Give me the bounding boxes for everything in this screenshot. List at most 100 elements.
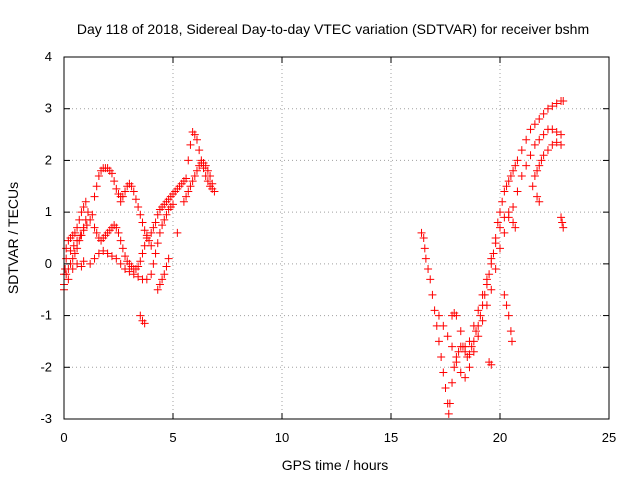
- data-point: [535, 161, 544, 170]
- data-point: [513, 187, 522, 196]
- data-point: [188, 177, 197, 186]
- data-point: [548, 125, 557, 134]
- data-point: [129, 187, 138, 196]
- data-point: [417, 228, 426, 237]
- data-point: [99, 246, 108, 255]
- data-point: [147, 228, 156, 237]
- data-point: [153, 210, 162, 219]
- data-point: [145, 236, 154, 245]
- data-point: [190, 171, 199, 180]
- data-point: [195, 146, 204, 155]
- data-point: [90, 223, 99, 232]
- data-point: [107, 252, 116, 261]
- data-point: [142, 231, 151, 240]
- x-tick-label: 5: [169, 430, 176, 445]
- data-point: [478, 316, 487, 325]
- data-point: [424, 265, 433, 274]
- data-point: [186, 140, 195, 149]
- plot-frame: [63, 56, 610, 420]
- data-point: [535, 115, 544, 124]
- data-point: [162, 262, 171, 271]
- data-point: [456, 368, 465, 377]
- data-point: [114, 228, 123, 237]
- data-point: [428, 290, 437, 299]
- data-point: [509, 218, 518, 227]
- data-point: [552, 138, 561, 147]
- data-point: [539, 109, 548, 118]
- data-point: [476, 311, 485, 320]
- data-point: [158, 275, 167, 284]
- data-point: [513, 156, 522, 165]
- data-point: [94, 171, 103, 180]
- data-point: [125, 267, 134, 276]
- data-point: [491, 265, 500, 274]
- data-point: [448, 378, 457, 387]
- data-point: [110, 177, 119, 186]
- y-tick-label: -1: [40, 308, 52, 323]
- chart-title: Day 118 of 2018, Sidereal Day-to-day VTE…: [77, 21, 589, 37]
- data-point: [64, 275, 73, 284]
- data-point: [559, 96, 568, 105]
- data-point: [434, 337, 443, 346]
- data-point: [131, 195, 140, 204]
- data-point: [537, 156, 546, 165]
- data-point: [487, 360, 496, 369]
- data-point: [543, 146, 552, 155]
- x-tick-label: 25: [602, 430, 616, 445]
- data-point: [121, 265, 130, 274]
- data-point: [535, 135, 544, 144]
- data-point: [502, 182, 511, 191]
- data-point: [557, 140, 566, 149]
- data-point: [478, 290, 487, 299]
- data-point: [118, 192, 127, 201]
- data-point: [487, 254, 496, 263]
- data-point: [182, 192, 191, 201]
- data-point: [70, 228, 79, 237]
- data-point: [121, 252, 130, 261]
- data-point: [452, 358, 461, 367]
- data-point: [559, 223, 568, 232]
- data-point: [203, 177, 212, 186]
- data-point: [511, 223, 520, 232]
- data-point: [465, 337, 474, 346]
- data-point: [452, 311, 461, 320]
- x-tick-label: 10: [275, 430, 289, 445]
- data-point: [552, 127, 561, 136]
- data-point: [160, 215, 169, 224]
- data-point: [94, 249, 103, 258]
- data-point: [444, 409, 453, 418]
- data-point: [533, 166, 542, 175]
- data-point: [66, 246, 75, 255]
- data-point: [500, 213, 509, 222]
- data-point: [456, 327, 465, 336]
- x-axis-label: GPS time / hours: [282, 457, 389, 473]
- x-tick-label: 20: [493, 430, 507, 445]
- data-point: [485, 270, 494, 279]
- y-tick-label: 4: [45, 49, 52, 64]
- data-point: [526, 151, 535, 160]
- data-point: [79, 257, 88, 266]
- data-point: [530, 140, 539, 149]
- data-point: [420, 244, 429, 253]
- data-point: [153, 285, 162, 294]
- data-point: [548, 140, 557, 149]
- data-point: [487, 285, 496, 294]
- data-point: [153, 239, 162, 248]
- data-point: [543, 104, 552, 113]
- x-tick-label: 15: [384, 430, 398, 445]
- data-point: [151, 218, 160, 227]
- data-point: [472, 327, 481, 336]
- data-point: [107, 169, 116, 178]
- data-point: [437, 352, 446, 361]
- x-tick-label: 0: [60, 430, 67, 445]
- data-point: [558, 218, 567, 227]
- data-point: [469, 321, 478, 330]
- data-point: [506, 171, 515, 180]
- data-point: [82, 221, 91, 230]
- data-point: [147, 270, 156, 279]
- data-point: [533, 192, 542, 201]
- data-point: [419, 234, 428, 242]
- data-point: [92, 182, 101, 191]
- data-point: [134, 262, 143, 271]
